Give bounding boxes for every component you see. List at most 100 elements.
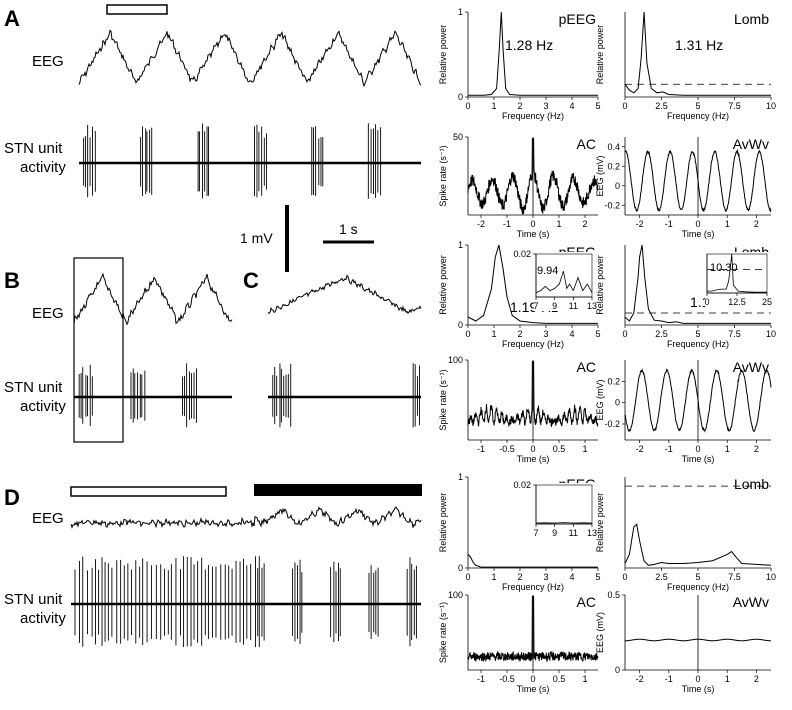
x-tick-label: 2 bbox=[582, 219, 587, 229]
x-tick-label: 0 bbox=[465, 101, 470, 111]
x-tick-label: 1 bbox=[556, 219, 561, 229]
x-tick-label: 4 bbox=[569, 101, 574, 111]
x-tick-label: 0 bbox=[622, 572, 627, 582]
inset-peak-label: 9.94 bbox=[537, 265, 558, 277]
eeg-trace-b bbox=[73, 272, 233, 326]
x-tick-label: 2.5 bbox=[655, 101, 668, 111]
x-tick-label: 1 bbox=[725, 674, 730, 684]
x-tick-label: 5 bbox=[595, 329, 600, 339]
eeg-trace-a bbox=[78, 29, 422, 88]
x-axis-label: Frequency (Hz) bbox=[502, 111, 564, 121]
y-axis-label: EEG (mV) bbox=[595, 155, 605, 196]
scale-label-s: 1 s bbox=[339, 221, 358, 237]
x-tick-label: 0 bbox=[622, 101, 627, 111]
chart-0: 0 1 2 3 4 5 0 1 pEEG Frequency (Hz) Relative power… bbox=[438, 7, 601, 121]
inset-bg bbox=[534, 483, 596, 538]
series-line bbox=[707, 253, 767, 293]
x-tick-label: -1 bbox=[477, 674, 485, 684]
x-tick-label: 1 bbox=[491, 329, 496, 339]
x-tick-label: 1 bbox=[725, 219, 730, 229]
window-bar-d-open bbox=[70, 486, 227, 497]
x-tick-label: -2 bbox=[477, 219, 485, 229]
x-tick-label: 0 bbox=[704, 297, 709, 307]
y-tick-label: 50 bbox=[453, 132, 463, 142]
x-tick-label: 0 bbox=[695, 444, 700, 454]
y-axis-label: Relative power bbox=[595, 25, 605, 85]
eeg-trace-d bbox=[70, 506, 422, 529]
window-bar-a bbox=[106, 4, 168, 15]
x-tick-label: 7.5 bbox=[728, 572, 741, 582]
x-tick-label: 0 bbox=[465, 572, 470, 582]
y-tick-label: 0.02 bbox=[513, 249, 531, 259]
y-tick-label: 0.2 bbox=[607, 376, 620, 386]
series-line bbox=[625, 638, 771, 642]
x-axis-label: Time (s) bbox=[682, 454, 715, 464]
inset-chart: 7 9 11 13 0.02 bbox=[513, 249, 597, 311]
series-line bbox=[624, 368, 772, 433]
x-tick-label: -1 bbox=[665, 444, 673, 454]
window-bar-d-filled bbox=[254, 484, 422, 496]
stn-label-b-1: STN unit bbox=[4, 379, 63, 396]
x-axis-label: Frequency (Hz) bbox=[502, 339, 564, 349]
y-tick-label: 0 bbox=[615, 398, 620, 408]
stn-label-a-1: STN unit bbox=[4, 140, 63, 157]
x-tick-label: 5 bbox=[695, 572, 700, 582]
x-tick-label: 25 bbox=[762, 297, 772, 307]
chart-10: -1 -0.5 0 0.5 1 100 AC Time (s) Spike rate (s⁻¹) bbox=[438, 590, 599, 694]
x-tick-label: 2 bbox=[517, 101, 522, 111]
inset-bg bbox=[534, 252, 596, 311]
x-tick-label: -2 bbox=[636, 444, 644, 454]
y-tick-label: 0 bbox=[458, 320, 463, 330]
chart-2: -2 -1 0 1 2 50 AC Time (s) Spike rate (s⁻¹) bbox=[438, 132, 599, 239]
scale-label-mv: 1 mV bbox=[240, 230, 273, 246]
y-tick-label: 0 bbox=[615, 181, 620, 191]
x-tick-label: 2 bbox=[754, 444, 759, 454]
series-line bbox=[467, 361, 599, 428]
x-tick-label: 0 bbox=[695, 674, 700, 684]
y-axis-label: Spike rate (s⁻¹) bbox=[438, 369, 448, 430]
series-line bbox=[467, 138, 599, 215]
y-tick-label: 1 bbox=[458, 7, 463, 17]
x-axis-label: Frequency (Hz) bbox=[667, 339, 729, 349]
eeg-label-a: EEG bbox=[32, 53, 64, 70]
series-line bbox=[467, 554, 598, 568]
y-tick-label: -0.2 bbox=[604, 200, 620, 210]
stn-label-a-2: activity bbox=[20, 159, 66, 176]
y-tick-label: 1 bbox=[458, 240, 463, 250]
x-tick-label: -1 bbox=[503, 219, 511, 229]
series-line bbox=[535, 271, 593, 294]
x-tick-label: 1 bbox=[582, 444, 587, 454]
x-tick-label: 2.5 bbox=[655, 572, 668, 582]
x-tick-label: 11 bbox=[569, 528, 578, 538]
x-tick-label: -1 bbox=[665, 219, 673, 229]
panel-label-a: A bbox=[4, 6, 20, 31]
x-tick-label: 10 bbox=[766, 572, 776, 582]
inset-chart: 0 12.5 25 bbox=[704, 253, 772, 307]
eeg-trace-c bbox=[267, 274, 422, 315]
stn-label-d-2: activity bbox=[20, 610, 66, 627]
series-line bbox=[624, 11, 771, 96]
x-tick-label: 13 bbox=[587, 301, 597, 311]
x-tick-label: 11 bbox=[569, 301, 578, 311]
inset-peak-label: 10.30 bbox=[710, 262, 738, 274]
x-tick-label: 9 bbox=[552, 301, 557, 311]
y-axis-label: EEG (mV) bbox=[595, 379, 605, 420]
stn-trace-b bbox=[74, 363, 232, 428]
y-tick-label: 0.02 bbox=[513, 480, 531, 490]
x-tick-label: 5 bbox=[595, 572, 600, 582]
inset-chart: 7 9 11 13 0.02 bbox=[513, 480, 597, 538]
inset-4: 7 9 11 13 0.02 9.94 bbox=[513, 249, 597, 311]
x-tick-label: 2 bbox=[754, 219, 759, 229]
series-line bbox=[624, 244, 771, 324]
y-tick-label: 0.4 bbox=[607, 142, 620, 152]
chart-title: Lomb bbox=[734, 476, 769, 492]
peak-annotation: 1.28 Hz bbox=[505, 37, 553, 53]
y-axis-label: EEG (mV) bbox=[595, 612, 605, 653]
chart-3: -2 -1 0 1 2 -0.2 0 0.2 0.4 AvWv Time (s) EEG (mV) bbox=[595, 136, 772, 239]
x-tick-label: 7 bbox=[533, 528, 538, 538]
x-tick-label: 1 bbox=[491, 572, 496, 582]
x-tick-label: 0.5 bbox=[553, 674, 566, 684]
x-tick-label: 5 bbox=[595, 101, 600, 111]
